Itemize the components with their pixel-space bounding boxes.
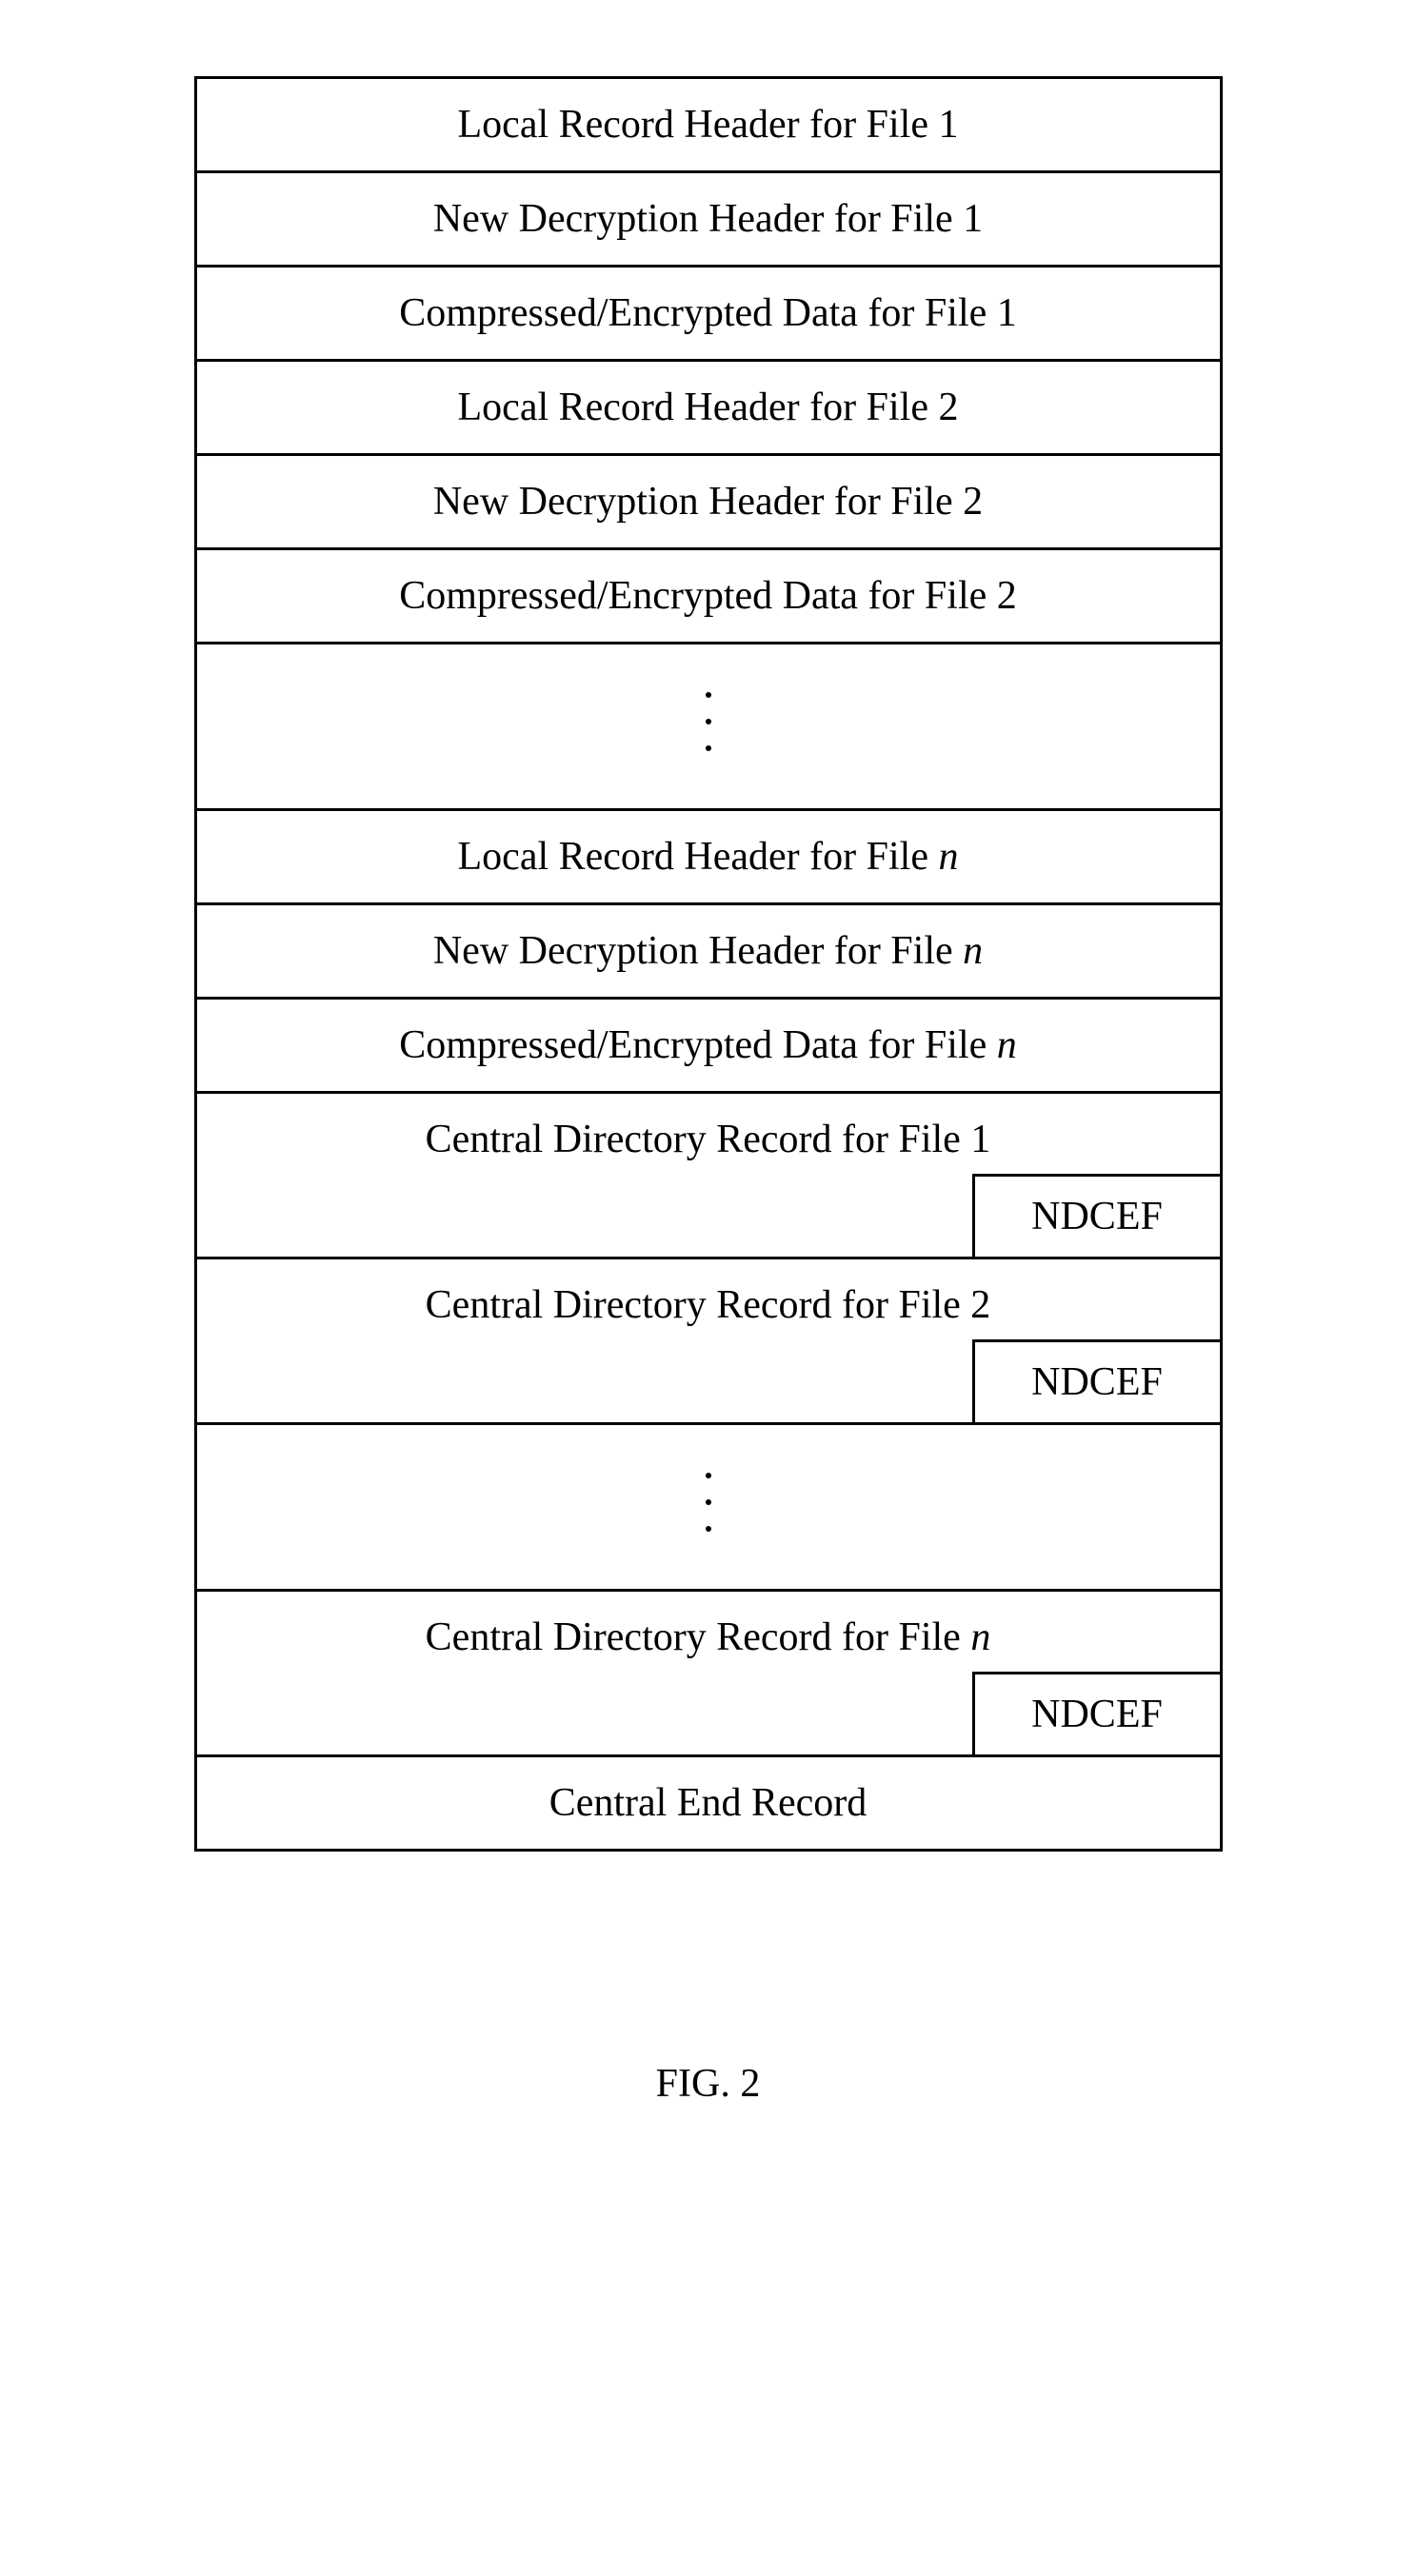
dot-icon (706, 745, 711, 751)
figure-caption: FIG. 2 (656, 2061, 761, 2107)
row-local-header-2: Local Record Header for File 2 (197, 362, 1220, 456)
row-label: New Decryption Header for File 2 (433, 480, 983, 524)
row-decryption-header-1: New Decryption Header for File 1 (197, 173, 1220, 268)
row-label: Local Record Header for File 1 (458, 103, 959, 147)
vertical-ellipsis-1 (197, 644, 1220, 811)
file-format-diagram: Local Record Header for File 1 New Decry… (194, 76, 1223, 1852)
vertical-ellipsis-2 (197, 1425, 1220, 1592)
row-central-directory-1: Central Directory Record for File 1 NDCE… (197, 1094, 1220, 1259)
ndcef-box: NDCEF (972, 1672, 1220, 1754)
dot-icon (706, 1499, 711, 1505)
row-label-n: n (938, 835, 958, 879)
row-label-prefix: New Decryption Header for File (433, 929, 963, 973)
ndcef-label: NDCEF (1031, 1195, 1163, 1238)
row-local-header-1: Local Record Header for File 1 (197, 79, 1220, 173)
dot-icon (706, 1473, 711, 1478)
caption-text: FIG. 2 (656, 2062, 761, 2106)
row-central-directory-2: Central Directory Record for File 2 NDCE… (197, 1259, 1220, 1425)
dot-icon (706, 1526, 711, 1532)
dot-icon (706, 692, 711, 698)
cdr-label-n: n (970, 1615, 990, 1659)
row-label: Compressed/Encrypted Data for File 1 (399, 291, 1017, 335)
row-label-prefix: Local Record Header for File (458, 835, 939, 879)
row-central-end: Central End Record (197, 1757, 1220, 1849)
dot-icon (706, 719, 711, 724)
cdr-label-prefix: Central Directory Record for File (426, 1615, 971, 1659)
row-data-1: Compressed/Encrypted Data for File 1 (197, 268, 1220, 362)
row-decryption-header-n: New Decryption Header for File n (197, 905, 1220, 1000)
row-decryption-header-2: New Decryption Header for File 2 (197, 456, 1220, 550)
cdr-label: Central Directory Record for File 1 (426, 1118, 991, 1161)
row-label: Central End Record (549, 1781, 868, 1825)
row-central-directory-n: Central Directory Record for File n NDCE… (197, 1592, 1220, 1757)
row-label-n: n (997, 1023, 1017, 1067)
row-data-n: Compressed/Encrypted Data for File n (197, 1000, 1220, 1094)
row-data-2: Compressed/Encrypted Data for File 2 (197, 550, 1220, 644)
ndcef-label: NDCEF (1031, 1360, 1163, 1404)
row-label: Compressed/Encrypted Data for File 2 (399, 574, 1017, 618)
row-label: Local Record Header for File 2 (458, 386, 959, 429)
ndcef-box: NDCEF (972, 1174, 1220, 1257)
row-local-header-n: Local Record Header for File n (197, 811, 1220, 905)
cdr-label: Central Directory Record for File 2 (426, 1283, 991, 1327)
ndcef-box: NDCEF (972, 1339, 1220, 1422)
row-label-prefix: Compressed/Encrypted Data for File (399, 1023, 997, 1067)
ndcef-label: NDCEF (1031, 1693, 1163, 1736)
row-label: New Decryption Header for File 1 (433, 197, 983, 241)
row-label-n: n (963, 929, 983, 973)
